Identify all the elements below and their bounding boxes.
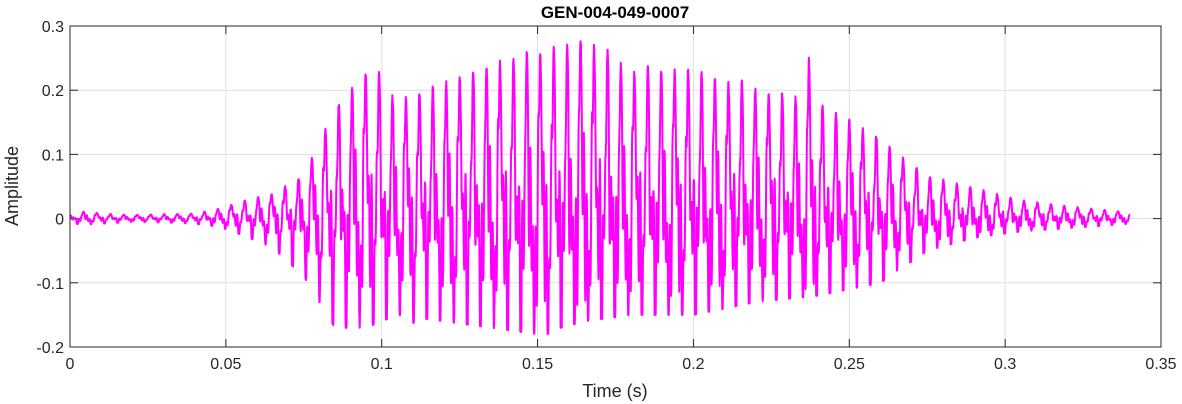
y-axis-label: Amplitude xyxy=(2,146,22,226)
axes-box xyxy=(69,25,1162,348)
y-tick-label: 0 xyxy=(55,212,64,229)
x-tick-labels: 0 0.05 0.1 0.15 0.2 0.25 0.3 0.35 xyxy=(66,356,1177,373)
y-tick-label: 0.1 xyxy=(42,147,64,164)
x-tick-label: 0.2 xyxy=(682,356,704,373)
x-tick-label: 0 xyxy=(66,356,75,373)
x-tick-label: 0.05 xyxy=(210,356,241,373)
y-tick-label: -0.1 xyxy=(36,276,64,293)
x-axis-label: Time (s) xyxy=(582,381,647,401)
waveform-line xyxy=(69,40,1131,335)
x-tick-label: 0.1 xyxy=(371,356,393,373)
y-tick-label: 0.2 xyxy=(42,83,64,100)
x-tick-label: 0.35 xyxy=(1145,356,1176,373)
chart-title: GEN-004-049-0007 xyxy=(541,3,689,22)
y-tick-label: -0.2 xyxy=(36,340,64,357)
x-tick-label: 0.3 xyxy=(994,356,1016,373)
x-tick-label: 0.25 xyxy=(834,356,865,373)
y-tick-labels: -0.2 -0.1 0 0.1 0.2 0.3 xyxy=(36,19,64,357)
x-tick-label: 0.15 xyxy=(522,356,553,373)
y-tick-label: 0.3 xyxy=(42,19,64,36)
